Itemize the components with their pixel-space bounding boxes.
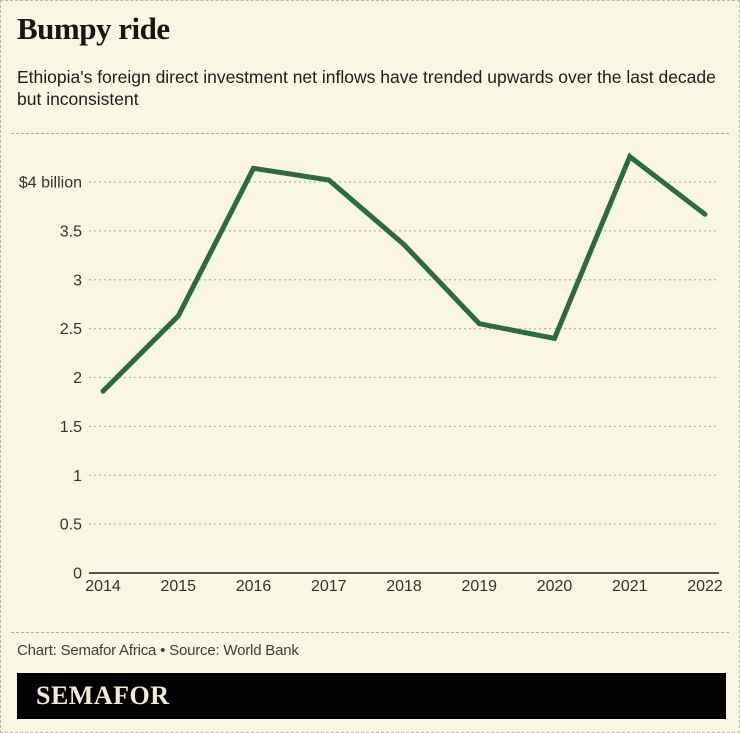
x-tick-label: 2022 bbox=[687, 578, 723, 595]
chart-subtitle: Ethiopia's foreign direct investment net… bbox=[17, 67, 716, 109]
y-tick-label: 2 bbox=[73, 370, 82, 387]
header-separator bbox=[11, 133, 729, 134]
x-axis-labels: 2014 2015 2016 2017 2018 2019 2020 2021 2022 bbox=[85, 578, 723, 595]
x-tick-label: 2021 bbox=[612, 578, 648, 595]
semafor-logo: SEMAFOR bbox=[17, 673, 726, 719]
y-tick-label: 1.5 bbox=[60, 419, 82, 436]
chart-credit: Chart: Semafor Africa • Source: World Ba… bbox=[17, 642, 299, 659]
semafor-logo-text: SEMAFOR bbox=[36, 681, 170, 710]
y-tick-label: 3.5 bbox=[60, 223, 82, 240]
y-tick-label: $4 billion bbox=[19, 175, 82, 192]
y-tick-label: 1 bbox=[73, 468, 82, 485]
x-tick-label: 2020 bbox=[537, 578, 573, 595]
y-tick-label: 0 bbox=[73, 566, 82, 583]
y-tick-label: 0.5 bbox=[60, 517, 82, 534]
chart-title: Bumpy ride bbox=[17, 11, 170, 46]
fdi-line-series bbox=[100, 152, 708, 394]
y-tick-label: 2.5 bbox=[60, 321, 82, 338]
x-tick-label: 2015 bbox=[160, 578, 196, 595]
x-tick-label: 2018 bbox=[386, 578, 422, 595]
x-tick-label: 2016 bbox=[236, 578, 272, 595]
x-tick-label: 2019 bbox=[461, 578, 497, 595]
y-tick-label: 3 bbox=[73, 272, 82, 289]
x-tick-label: 2014 bbox=[85, 578, 121, 595]
x-tick-label: 2017 bbox=[311, 578, 347, 595]
footer-separator bbox=[11, 632, 729, 633]
y-axis-labels: $4 billion 3.5 3 2.5 2 1.5 1 0.5 0 bbox=[19, 175, 82, 583]
gridlines bbox=[89, 181, 719, 574]
